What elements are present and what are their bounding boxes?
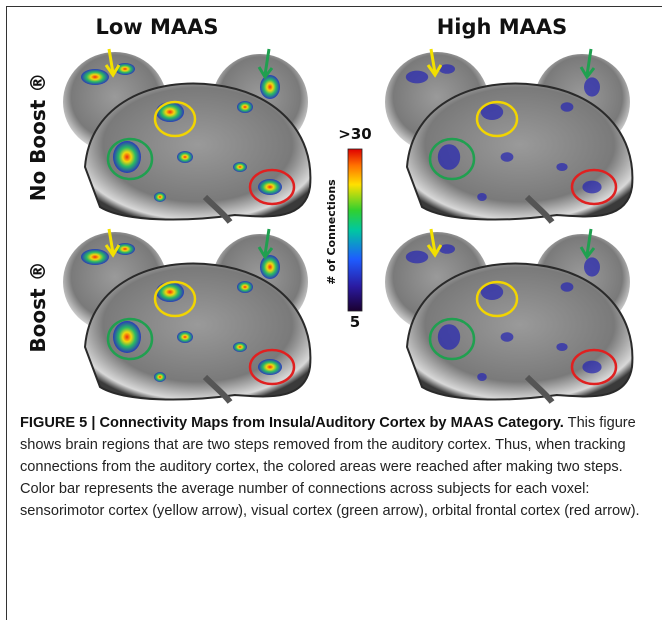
color-bar-title: # of Connections: [325, 179, 338, 285]
activation: [258, 179, 282, 195]
activation: [582, 361, 601, 374]
activation: [154, 192, 166, 202]
brain-panel: [385, 49, 632, 222]
activation: [584, 77, 600, 96]
activation: [154, 372, 166, 382]
color-bar-min: 5: [350, 313, 360, 331]
activation: [260, 255, 280, 279]
activation: [406, 251, 428, 264]
activation: [438, 324, 460, 350]
brain-panel: [385, 229, 632, 402]
activation: [156, 282, 184, 302]
column-label: Low MAAS: [95, 15, 218, 39]
activation: [501, 152, 514, 162]
activation: [406, 71, 428, 84]
activation: [233, 342, 247, 352]
activation: [584, 257, 600, 276]
activation: [561, 102, 574, 112]
activation: [477, 193, 487, 201]
brain-panel: [63, 49, 310, 222]
activation: [113, 321, 141, 353]
column-label: High MAAS: [437, 15, 568, 39]
activation: [81, 69, 109, 85]
activation: [477, 373, 487, 381]
activation: [556, 163, 567, 171]
brain-panel: [63, 229, 310, 402]
activation: [258, 359, 282, 375]
caption-title: FIGURE 5 | Connectivity Maps from Insula…: [20, 415, 564, 431]
activation: [260, 75, 280, 99]
activation: [156, 102, 184, 122]
activation: [561, 282, 574, 292]
row-label: Boost ®: [26, 261, 50, 352]
activation: [113, 141, 141, 173]
figure: Low MAAS High MAAS No Boost ® Boost ® >3…: [7, 7, 662, 407]
activation: [177, 331, 193, 343]
activation: [233, 162, 247, 172]
row-label: No Boost ®: [26, 73, 50, 202]
activation: [438, 144, 460, 170]
activation: [237, 101, 253, 113]
activation: [582, 181, 601, 194]
color-bar-max: >30: [338, 125, 371, 143]
activation: [81, 249, 109, 265]
activation: [237, 281, 253, 293]
caption: FIGURE 5 | Connectivity Maps from Insula…: [20, 412, 648, 522]
activation: [556, 343, 567, 351]
activation: [177, 151, 193, 163]
color-bar: [348, 149, 362, 311]
figure-frame: Low MAAS High MAAS No Boost ® Boost ® >3…: [6, 6, 662, 620]
activation: [501, 332, 514, 342]
